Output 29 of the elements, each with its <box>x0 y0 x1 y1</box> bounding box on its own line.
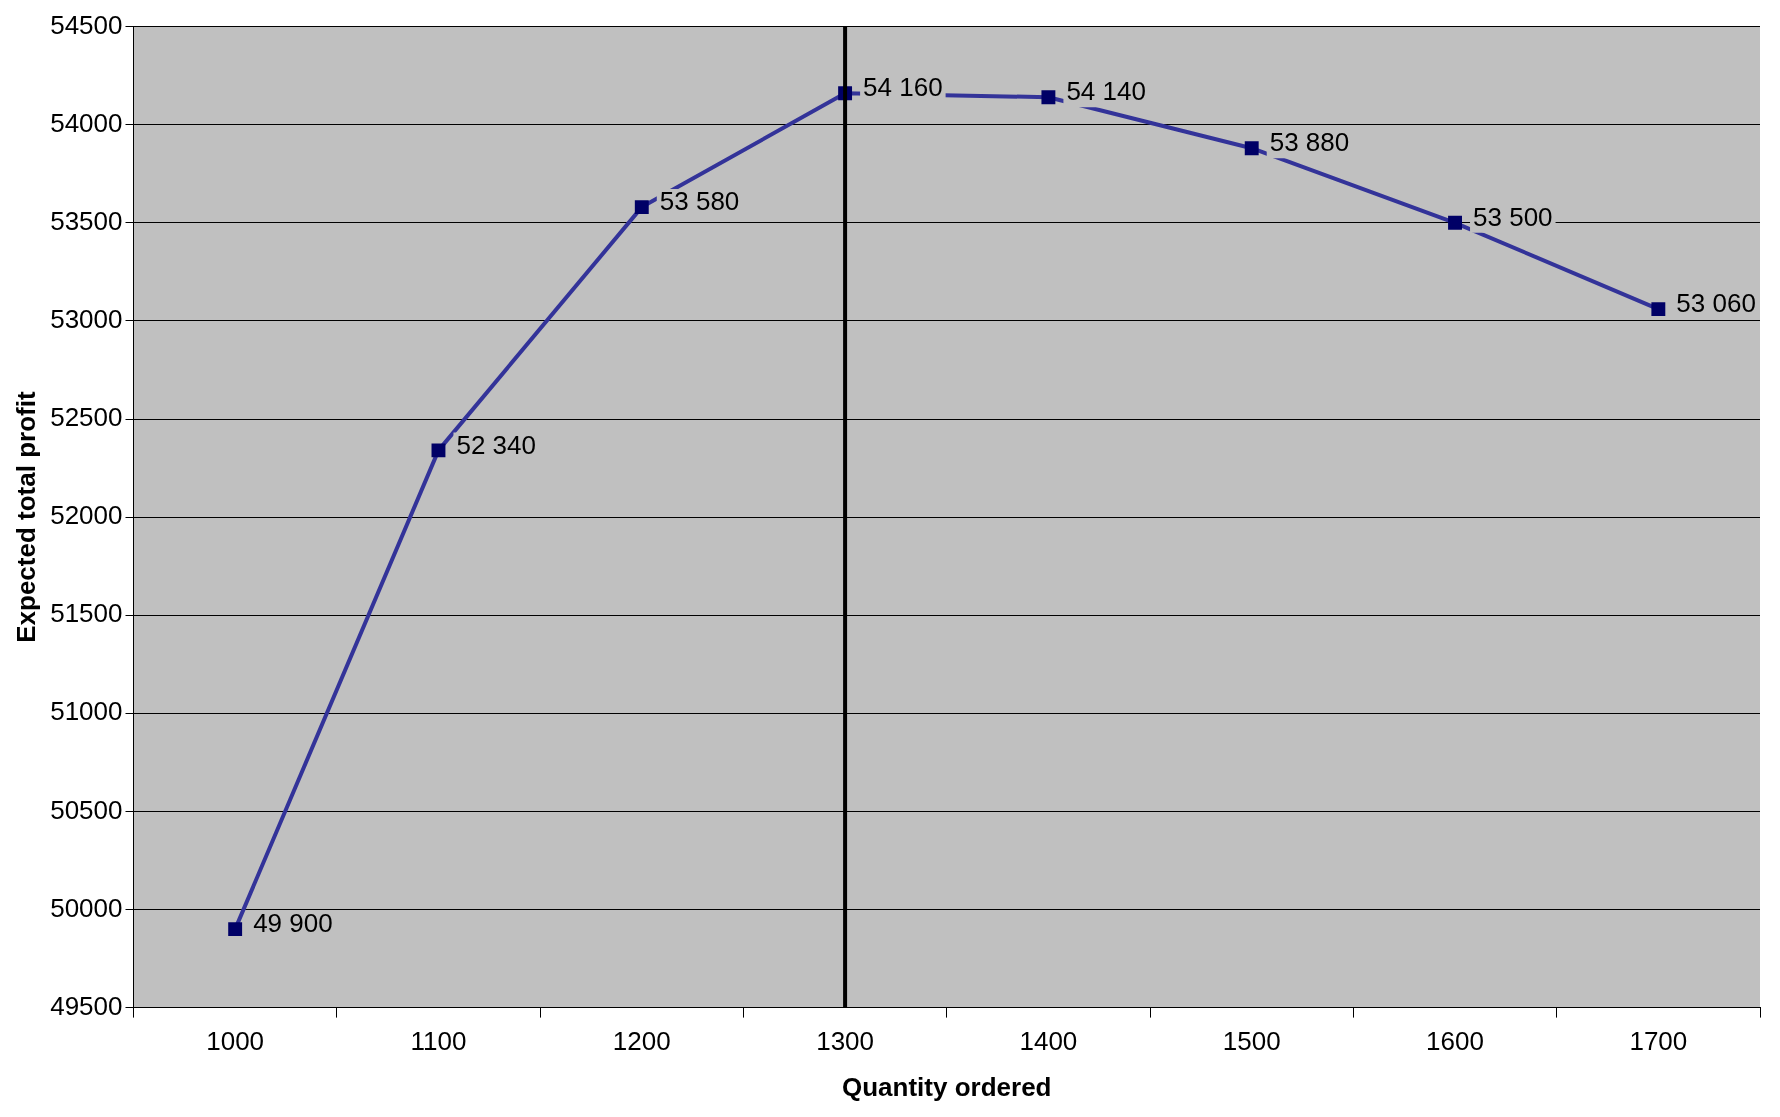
x-tick-label: 1600 <box>1426 1026 1484 1057</box>
x-tick-label: 1400 <box>1019 1026 1078 1057</box>
data-label: 53 060 <box>1676 288 1756 319</box>
y-tick-label: 51000 <box>50 696 123 727</box>
data-label: 53 500 <box>1473 201 1553 232</box>
data-label: 54 160 <box>863 72 943 103</box>
y-tick-label: 51500 <box>50 598 123 629</box>
x-axis-title: Quantity ordered <box>842 1071 1052 1102</box>
y-tick-label: 54500 <box>50 9 123 40</box>
x-tick-label: 1300 <box>816 1026 875 1057</box>
data-label: 54 140 <box>1066 76 1146 107</box>
y-tick-label: 54000 <box>50 107 123 138</box>
y-tick-label: 50500 <box>50 794 123 825</box>
x-tick-label: 1200 <box>612 1026 671 1057</box>
y-tick-label: 49500 <box>50 990 123 1021</box>
data-label: 49 900 <box>253 908 333 939</box>
x-tick-label: 1100 <box>410 1026 467 1057</box>
y-tick-label: 52000 <box>50 500 123 531</box>
data-label: 53 880 <box>1269 127 1350 158</box>
y-tick-label: 53000 <box>50 304 123 335</box>
data-label: 53 580 <box>659 186 740 217</box>
y-axis-title: Expected total profit <box>10 391 41 643</box>
y-tick-label: 53500 <box>50 205 123 236</box>
x-tick-label: 1000 <box>206 1026 265 1057</box>
y-tick-label: 52500 <box>50 402 123 433</box>
y-tick-label: 50000 <box>50 892 123 923</box>
data-label: 52 340 <box>456 429 536 460</box>
x-tick-label: 1500 <box>1222 1026 1281 1057</box>
x-tick-label: 1700 <box>1629 1026 1688 1057</box>
